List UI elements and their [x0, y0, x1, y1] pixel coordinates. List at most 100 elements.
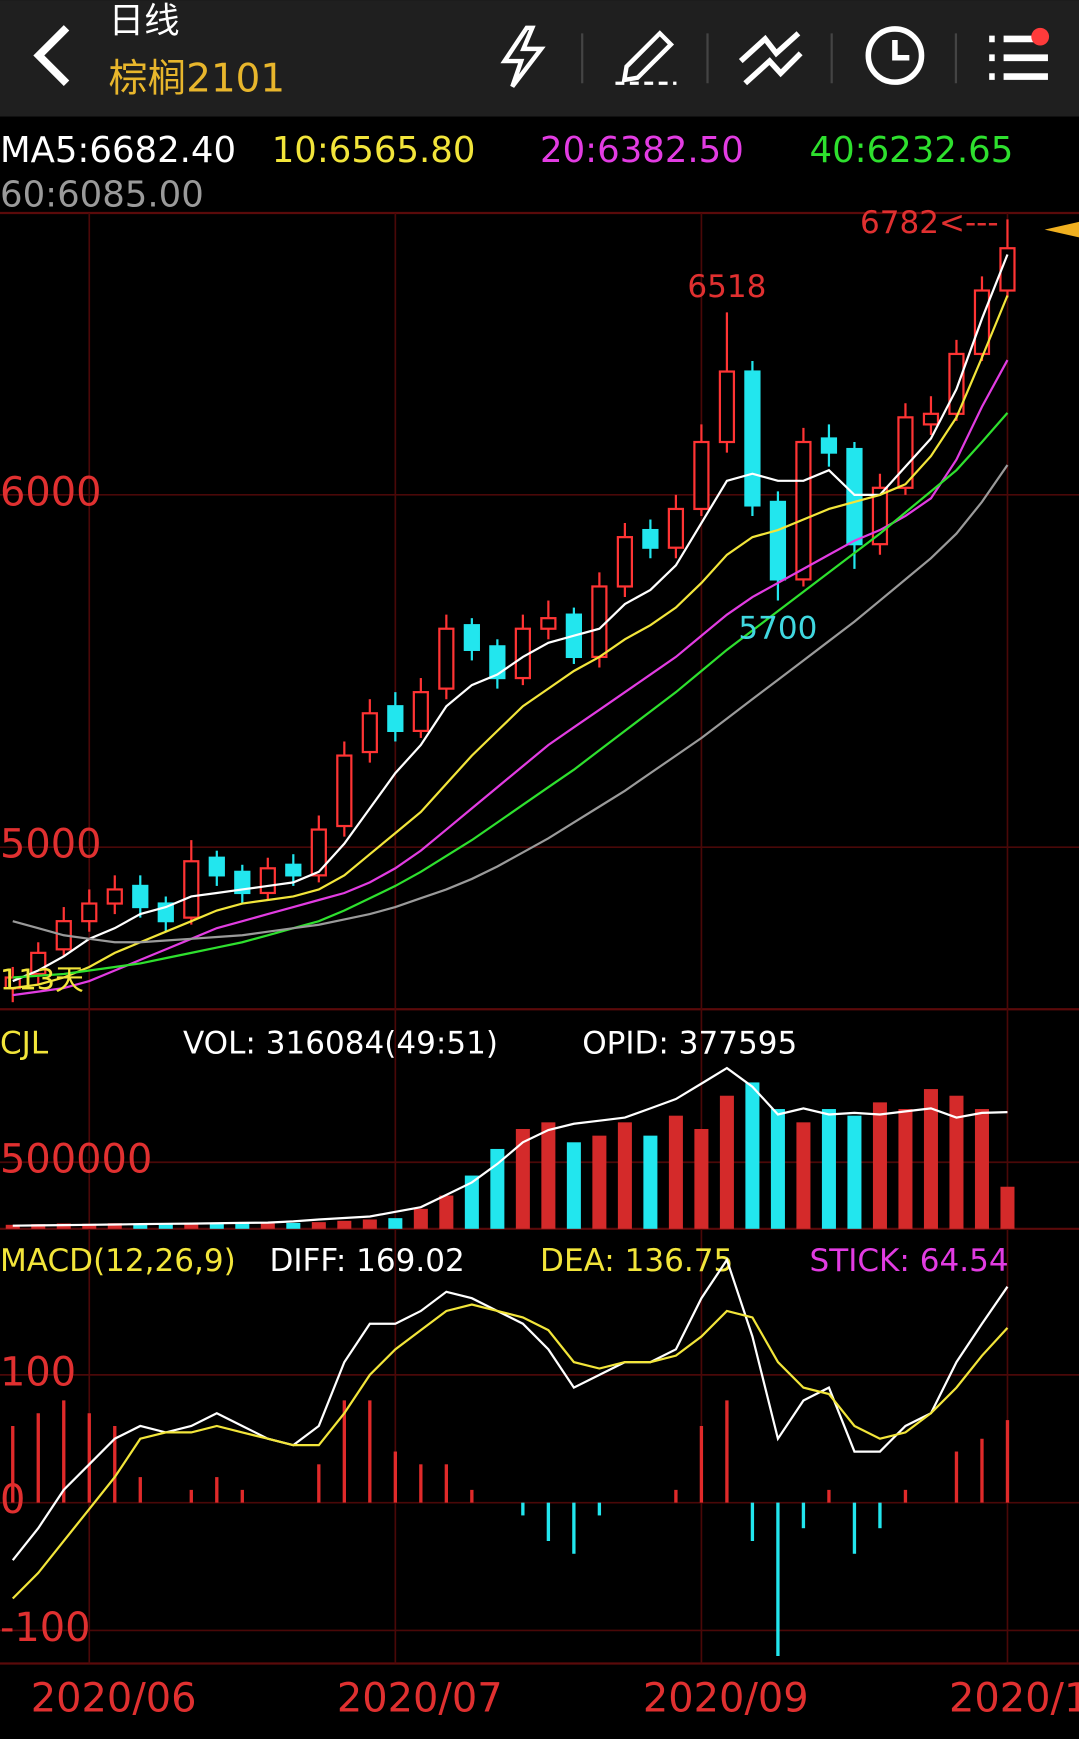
legend-entry: MA5:6682.40: [0, 130, 236, 171]
candle-body: [820, 437, 838, 454]
indicator-icon[interactable]: [738, 31, 803, 86]
legend-entry: STICK: 64.54: [810, 1243, 1009, 1279]
max-annotation: 6782<---: [860, 205, 999, 241]
candle-body: [106, 888, 123, 905]
x-tick-label: 2020/09: [643, 1676, 809, 1722]
legend-entry: VOL: 316084(49:51): [183, 1026, 498, 1062]
volume-bar: [107, 1223, 122, 1229]
volume-bar: [821, 1109, 836, 1229]
volume-bar: [235, 1223, 250, 1229]
back-button[interactable]: [33, 25, 70, 87]
volume-bar: [5, 1224, 20, 1229]
volume-bar: [796, 1122, 811, 1229]
candle-body: [718, 370, 736, 444]
volume-bar: [617, 1122, 632, 1229]
candle-body: [259, 867, 276, 895]
volume-bar: [770, 1109, 785, 1229]
volume-bar: [439, 1195, 454, 1229]
candle-body: [489, 645, 506, 680]
draw-icon[interactable]: [621, 30, 675, 83]
candle-body: [412, 691, 429, 733]
candle-body: [591, 585, 608, 659]
ma-line: [12, 295, 1009, 990]
candle-body: [81, 902, 98, 923]
volume-bar: [566, 1142, 581, 1229]
candle-body: [183, 860, 200, 919]
y-tick-label: 5000: [0, 822, 102, 868]
notification-dot: [1031, 27, 1050, 46]
volume-bar: [898, 1109, 913, 1229]
candle-body: [795, 440, 812, 581]
candle-body: [540, 617, 557, 630]
candle-body: [642, 528, 659, 549]
volume-bar: [286, 1222, 301, 1229]
volume-bar: [260, 1223, 275, 1229]
legend-entry: 20:6382.50: [540, 130, 744, 171]
volume-bar: [209, 1223, 224, 1229]
volume-bar: [949, 1095, 964, 1229]
volume-bar: [490, 1148, 505, 1229]
history-icon-hands: [892, 40, 910, 61]
candle-body: [387, 705, 404, 733]
low-annotation: 5700: [738, 610, 817, 646]
volume-bar: [643, 1135, 658, 1229]
candle-body: [846, 447, 863, 546]
candle-body: [463, 624, 480, 651]
x-tick-label: 2020/06: [31, 1676, 197, 1722]
candle-body: [693, 440, 710, 511]
ma-line: [12, 254, 1009, 983]
y-tick-label: -100: [0, 1605, 91, 1651]
volume-bar: [541, 1122, 556, 1229]
volume-bar: [974, 1109, 989, 1229]
x-tick-label: 2020/07: [337, 1676, 503, 1722]
volume-bar: [82, 1223, 97, 1229]
period-title: 日线: [109, 0, 180, 41]
candle-body: [948, 352, 965, 415]
candle-body: [973, 289, 991, 356]
menu-icon[interactable]: [989, 35, 1048, 80]
candle-body: [310, 828, 327, 877]
volume-bar: [464, 1175, 479, 1229]
history-icon[interactable]: [865, 26, 925, 85]
volume-bar: [515, 1128, 530, 1229]
legend-entry: DEA: 136.75: [540, 1243, 733, 1279]
legend-entry: 60:6085.00: [0, 174, 204, 215]
volume-bar: [184, 1222, 199, 1229]
volume-bar: [694, 1128, 709, 1229]
diff-line: [11, 1257, 1009, 1561]
y-tick-label: 500000: [0, 1137, 152, 1183]
candle-body: [132, 884, 149, 909]
candle-body: [667, 507, 685, 549]
volume-bar: [923, 1089, 938, 1229]
candle-body: [744, 370, 761, 507]
panel-title: MACD(12,26,9): [0, 1243, 236, 1279]
candle-body: [769, 500, 787, 581]
legend-entry: 40:6232.65: [810, 130, 1014, 171]
ma-line: [12, 359, 1009, 997]
candle-body: [336, 754, 353, 828]
legend-entry: DIFF: 169.02: [269, 1243, 464, 1279]
volume-bar: [388, 1218, 403, 1229]
panel-title: CJL: [0, 1026, 49, 1062]
volume-bar: [847, 1115, 862, 1229]
y-tick-label: 100: [0, 1349, 76, 1395]
volume-bar: [1000, 1186, 1015, 1229]
x-tick-label: 2020/11: [949, 1676, 1079, 1722]
plot-area: 2020/06 2020/07 2020/09 2020/11 5000 6000 5000…: [0, 130, 1079, 1722]
legend-entry: 10:6565.80: [272, 130, 476, 171]
volume-bar: [592, 1135, 607, 1229]
volume-bar: [413, 1208, 428, 1229]
flash-icon[interactable]: [500, 25, 546, 88]
volume-bar: [362, 1219, 377, 1229]
ma-line: [12, 412, 1009, 979]
dea-line: [11, 1303, 1009, 1600]
candle-body: [285, 863, 302, 877]
open-interest-line: [12, 1066, 1008, 1227]
y-tick-label: 6000: [0, 469, 102, 515]
candle-body: [234, 870, 251, 895]
high-annotation: 6518: [687, 269, 766, 305]
candle-body: [616, 536, 634, 588]
